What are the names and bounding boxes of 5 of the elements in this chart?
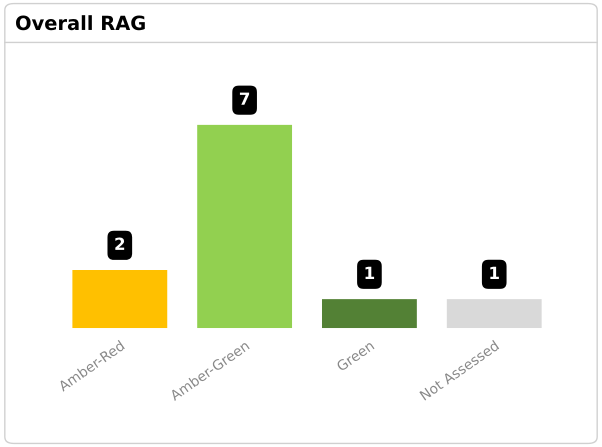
chart-title: Overall RAG [16, 15, 145, 30]
data-label: 2 [115, 238, 124, 250]
data-label: 1 [490, 266, 499, 279]
data-label: 7 [240, 92, 250, 105]
data-label: 1 [366, 266, 374, 279]
